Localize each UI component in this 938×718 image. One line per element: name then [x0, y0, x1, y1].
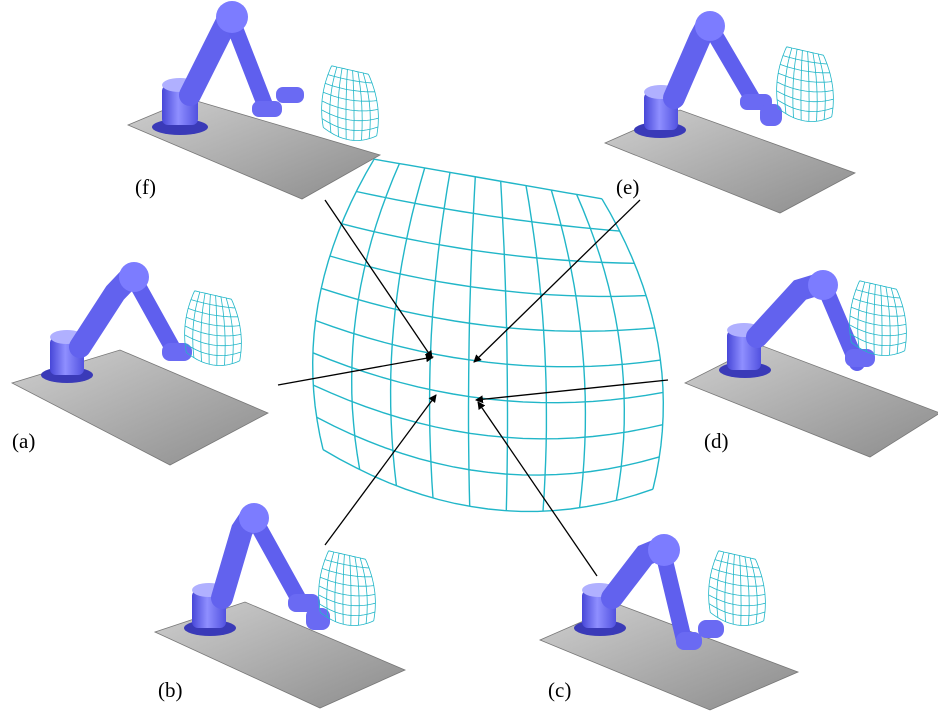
mini-grid [708, 550, 766, 626]
robot-arm [184, 503, 330, 636]
trajectory-grid [311, 158, 665, 513]
arrow-d [475, 379, 669, 404]
robot-arm [719, 270, 875, 378]
robot-panel-e [603, 11, 856, 214]
mini-grid [776, 46, 834, 122]
arrow-c [477, 401, 598, 577]
robot-panel-d [684, 270, 938, 458]
robot-panel-c [538, 534, 800, 711]
arrow-b [324, 394, 437, 546]
label-e: (e) [616, 175, 639, 199]
arrow-f [324, 199, 433, 359]
robot-arm [574, 534, 724, 650]
robot-arm [41, 262, 192, 383]
robot-arm [634, 11, 782, 138]
arrows [277, 199, 669, 577]
mini-grid [184, 290, 242, 366]
robot-panel-b [153, 503, 407, 709]
floor-plate [538, 604, 800, 711]
mini-grid [321, 65, 379, 141]
mini-grid [318, 550, 376, 626]
label-c: (c) [548, 678, 571, 702]
label-b: (b) [158, 678, 183, 702]
label-f: (f) [135, 175, 156, 199]
robot-panel-a [10, 262, 269, 466]
mini-grid [849, 280, 907, 356]
arrow-a [277, 354, 434, 386]
label-d: (d) [704, 429, 729, 453]
label-a: (a) [12, 429, 35, 453]
arrow-e [473, 199, 641, 363]
robot-panel-f [126, 1, 382, 200]
robot-arm [152, 1, 304, 135]
